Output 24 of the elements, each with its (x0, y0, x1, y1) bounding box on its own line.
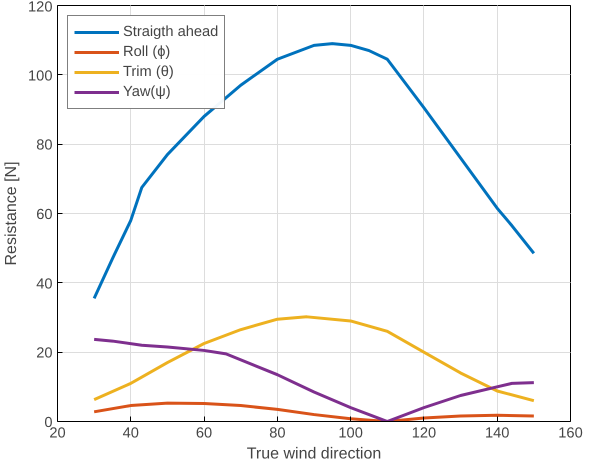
line-series (92, 42, 536, 300)
legend-label: Yaw(ψ) (123, 84, 171, 100)
legend-label: Trim (θ) (123, 64, 174, 80)
y-axis-title: Resistance [N] (3, 161, 20, 266)
y-tick-label: 120 (28, 0, 53, 16)
y-tick-label: 20 (36, 346, 53, 362)
x-tick-label: 160 (558, 426, 583, 442)
y-tick-label: 60 (36, 207, 53, 223)
y-tick-label: 80 (36, 138, 53, 154)
x-tick-label: 40 (122, 426, 139, 442)
x-tick-label: 80 (269, 426, 286, 442)
line-series (92, 402, 536, 422)
x-tick-label: 20 (49, 426, 66, 442)
x-tick-label: 140 (484, 426, 510, 442)
x-tick-label: 60 (196, 426, 212, 442)
x-axis-title: True wind direction (246, 446, 382, 462)
y-tick-label: 40 (36, 276, 53, 292)
legend-label: Roll (ϕ) (123, 44, 170, 60)
y-tick-label: 100 (28, 68, 53, 84)
x-tick-label: 100 (338, 426, 363, 442)
line-series (92, 338, 536, 422)
legend-label: Straigth ahead (123, 24, 218, 40)
x-tick-label: 120 (412, 426, 436, 442)
line-series (92, 315, 536, 402)
